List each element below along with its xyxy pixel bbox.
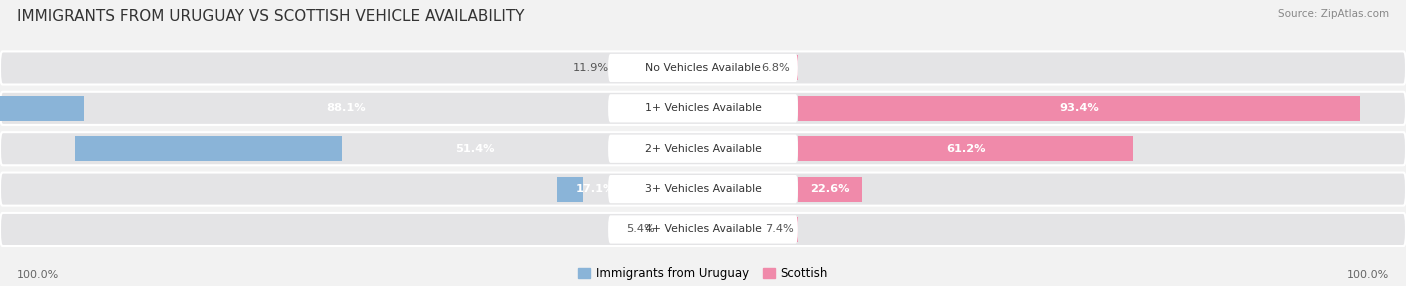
Bar [799, 96, 1360, 121]
Text: 4+ Vehicles Available: 4+ Vehicles Available [644, 225, 762, 235]
Text: IMMIGRANTS FROM URUGUAY VS SCOTTISH VEHICLE AVAILABILITY: IMMIGRANTS FROM URUGUAY VS SCOTTISH VEHI… [17, 9, 524, 23]
Bar [76, 136, 342, 161]
Text: 3+ Vehicles Available: 3+ Vehicles Available [644, 184, 762, 194]
Bar [558, 176, 583, 202]
Text: 2+ Vehicles Available: 2+ Vehicles Available [644, 144, 762, 154]
Legend: Immigrants from Uruguay, Scottish: Immigrants from Uruguay, Scottish [578, 267, 828, 280]
Bar [751, 55, 799, 80]
FancyBboxPatch shape [609, 215, 799, 244]
Bar [0, 96, 84, 121]
Bar [755, 217, 799, 242]
Text: 6.8%: 6.8% [762, 63, 790, 73]
Text: No Vehicles Available: No Vehicles Available [645, 63, 761, 73]
Text: 22.6%: 22.6% [810, 184, 849, 194]
FancyBboxPatch shape [0, 172, 1406, 206]
FancyBboxPatch shape [609, 135, 799, 163]
Text: Source: ZipAtlas.com: Source: ZipAtlas.com [1278, 9, 1389, 19]
FancyBboxPatch shape [609, 175, 799, 203]
Text: 17.1%: 17.1% [575, 184, 616, 194]
Text: 7.4%: 7.4% [765, 225, 794, 235]
FancyBboxPatch shape [0, 92, 1406, 125]
FancyBboxPatch shape [0, 132, 1406, 165]
Text: 51.4%: 51.4% [456, 144, 495, 154]
FancyBboxPatch shape [0, 213, 1406, 246]
Bar [665, 217, 723, 242]
Bar [619, 55, 630, 80]
FancyBboxPatch shape [609, 54, 799, 82]
Text: 11.9%: 11.9% [572, 63, 609, 73]
Bar [799, 136, 1133, 161]
Text: 100.0%: 100.0% [17, 270, 59, 280]
Text: 61.2%: 61.2% [946, 144, 986, 154]
Text: 5.4%: 5.4% [626, 225, 654, 235]
FancyBboxPatch shape [609, 94, 799, 122]
Text: 93.4%: 93.4% [1059, 103, 1098, 113]
Text: 88.1%: 88.1% [326, 103, 366, 113]
Text: 1+ Vehicles Available: 1+ Vehicles Available [644, 103, 762, 113]
FancyBboxPatch shape [0, 51, 1406, 85]
Text: 100.0%: 100.0% [1347, 270, 1389, 280]
Bar [799, 176, 862, 202]
